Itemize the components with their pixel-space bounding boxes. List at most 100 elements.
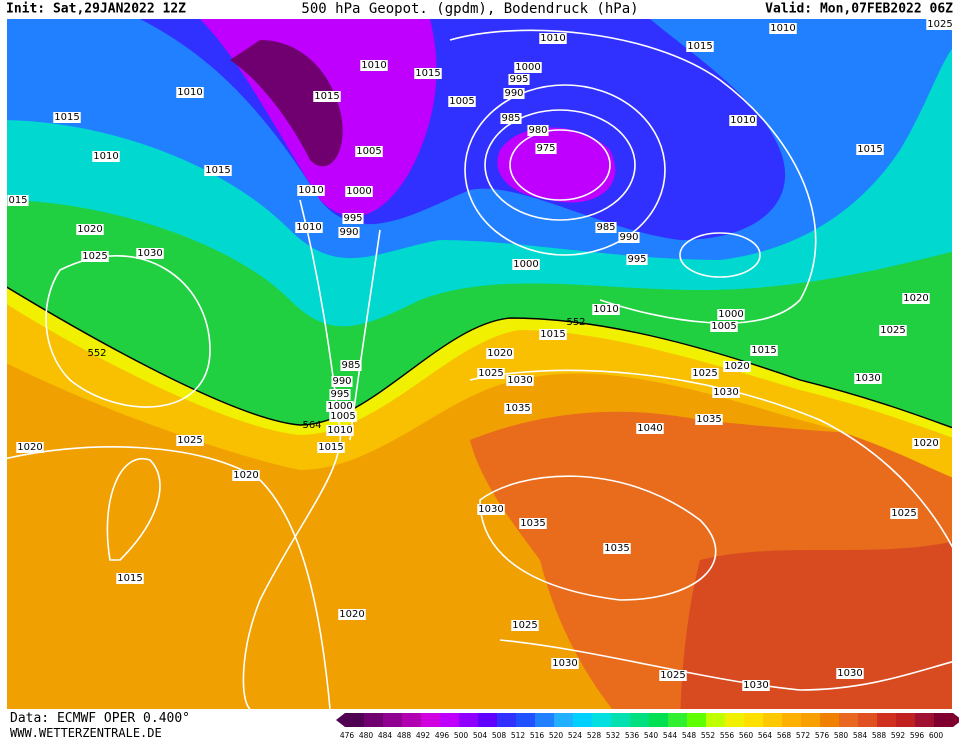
isobar-label-box: [603, 543, 631, 554]
isobar-label-box: [313, 91, 341, 102]
isobar-label-box: [76, 224, 104, 235]
isobar-label-box: [710, 321, 738, 332]
colorbar-label: 512: [511, 731, 526, 740]
isobar-label: 1025: [692, 368, 717, 379]
isobar-label-box: [691, 368, 719, 379]
colorbar-swatch: [364, 713, 383, 727]
colorbar-label: 572: [796, 731, 811, 740]
isobar-label-box: [338, 227, 360, 238]
isobar-label-box: [912, 438, 940, 449]
colorbar-label: 484: [378, 731, 393, 740]
colorbar-label: 596: [910, 731, 925, 740]
isobar-label: 1015: [415, 68, 440, 79]
isobar-label: 1015: [205, 165, 230, 176]
colorbar-label: 564: [758, 731, 773, 740]
colorbar-label: 556: [720, 731, 735, 740]
isobar-label: 1035: [505, 403, 530, 414]
colorbar-swatch: [516, 713, 535, 727]
isobar-label: 1035: [604, 543, 629, 554]
isobar-label-box: [331, 376, 353, 387]
isobar-label: 1015: [54, 112, 79, 123]
colorbar: 476 480 484 488 492 496 500 504 508 512 516 520 524 5…: [336, 713, 959, 740]
isobar-label-box: [750, 345, 778, 356]
colorbar-swatch: [687, 713, 706, 727]
colorbar-swatch: [649, 713, 668, 727]
colorbar-label: 576: [815, 731, 830, 740]
isobar-label-box: [539, 329, 567, 340]
colorbar-label: 552: [701, 731, 716, 740]
isobar-label-box: [136, 248, 164, 259]
isobar-label-box: [329, 411, 357, 422]
colorbar-swatch: [782, 713, 801, 727]
colorbar-label: 508: [492, 731, 507, 740]
isobar-label: 985: [341, 360, 360, 371]
isobar-label: 1025: [927, 19, 952, 30]
colorbar-label: 588: [872, 731, 887, 740]
isobar-label: 1025: [478, 368, 503, 379]
colorbar-arrow-right: [953, 713, 959, 727]
isobar-label: 1010: [540, 33, 565, 44]
isobar-label: 1030: [855, 373, 880, 384]
isobar-label-box: [7, 195, 29, 206]
isobar-label: 1020: [233, 470, 258, 481]
colorbar-swatch: [725, 713, 744, 727]
isobar-label-box: [477, 504, 505, 515]
isobar-label: 1015: [751, 345, 776, 356]
isobar-label: 1010: [177, 87, 202, 98]
isobar-label-box: [723, 361, 751, 372]
colorbar-swatch: [630, 713, 649, 727]
colorbar-arrow-left: [336, 713, 345, 727]
isobar-label-box: [879, 325, 907, 336]
isobar-label-box: [729, 115, 757, 126]
colorbar-swatch: [345, 713, 364, 727]
isobar-label: 1020: [77, 224, 102, 235]
colorbar-swatch: [934, 713, 953, 727]
isobar-label: 1000: [327, 401, 352, 412]
isobar-label: 1010: [770, 23, 795, 34]
isobar-label-box: [902, 293, 930, 304]
isobar-label-box: [16, 442, 44, 453]
colorbar-label: 496: [435, 731, 450, 740]
colorbar-swatch: [573, 713, 592, 727]
colorbar-swatch: [440, 713, 459, 727]
isobar-label-box: [342, 213, 364, 224]
isobar-label-box: [926, 19, 954, 30]
isobar-label: 1030: [137, 248, 162, 259]
isobar-label-box: [595, 222, 617, 233]
isobar-label: 1020: [913, 438, 938, 449]
isobar-label: 015: [8, 195, 27, 206]
isobar-label: 1015: [314, 91, 339, 102]
isobar-label: 1000: [718, 309, 743, 320]
isobar-label-box: [204, 165, 232, 176]
isobar-label: 1025: [177, 435, 202, 446]
isobar-label-box: [626, 254, 648, 265]
isobar-label: 990: [504, 88, 523, 99]
valid-time: Valid: Mon,07FEB2022 06Z: [765, 2, 953, 17]
isobar-label-box: [742, 680, 770, 691]
colorbar-label: 492: [416, 731, 431, 740]
isobar-label-box: [717, 309, 745, 320]
colorbar-label: 488: [397, 731, 412, 740]
isobar-label-box: [176, 435, 204, 446]
isobar-label: 1025: [512, 620, 537, 631]
isobar-label-box: [856, 144, 884, 155]
isobar-label-box: [448, 96, 476, 107]
isobar-label-box: [512, 259, 540, 270]
isobar-label-box: [890, 508, 918, 519]
isobar-label: 1015: [857, 144, 882, 155]
isobar-label-box: [355, 146, 383, 157]
colorbar-swatch: [554, 713, 573, 727]
isobar-label: 1020: [339, 609, 364, 620]
isobar-label-box: [500, 113, 522, 124]
geopotential-label: 564: [302, 420, 321, 431]
colorbar-label: 548: [682, 731, 697, 740]
isobar-label: 1000: [513, 259, 538, 270]
colorbar-swatch: [611, 713, 630, 727]
isobar-label: 1035: [696, 414, 721, 425]
isobar-label: 1040: [637, 423, 662, 434]
isobar-label: 1010: [93, 151, 118, 162]
isobar-label-box: [592, 304, 620, 315]
colorbar-swatch: [839, 713, 858, 727]
isobar-label-box: [539, 33, 567, 44]
